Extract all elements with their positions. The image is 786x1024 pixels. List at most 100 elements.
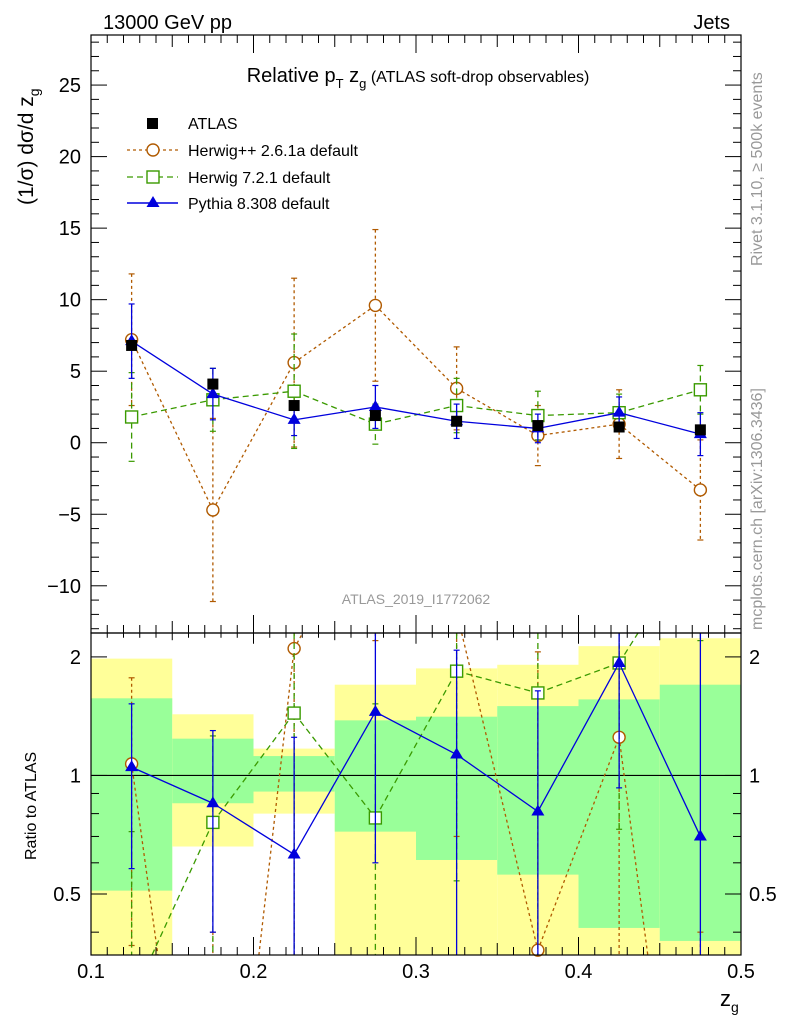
x-tick-label: 0.1 <box>77 961 105 983</box>
ratio-axis-label: Ratio to ATLAS <box>23 752 40 860</box>
series-line <box>131 399 214 418</box>
ratio-point <box>206 796 220 808</box>
data-point <box>693 483 708 497</box>
series-line <box>293 304 376 364</box>
legend-entry-herwig7: Herwig 7.2.1 default <box>127 170 331 187</box>
series-0 <box>126 339 706 436</box>
analysis-id: ATLAS_2019_I1772062 <box>342 591 491 607</box>
x-tick-label: 0.2 <box>240 961 268 983</box>
ratio-point <box>287 847 301 859</box>
data-point <box>368 399 382 411</box>
ratio-tick-label-right: 0.5 <box>749 884 777 906</box>
series-line <box>375 406 457 422</box>
y-tick-label: 25 <box>59 75 81 97</box>
legend: ATLAS Herwig++ 2.6.1a default Herwig 7.2… <box>127 116 358 213</box>
y-axis-label: (1/σ) dσ/d zg <box>15 88 42 205</box>
energy-label: 13000 GeV pp <box>103 12 232 34</box>
ratio-line <box>618 737 649 956</box>
data-point <box>612 405 626 417</box>
data-point <box>287 412 301 424</box>
data-point <box>693 383 708 397</box>
source-label: mcplots.cern.ch [arXiv:1306.3436] <box>749 388 766 630</box>
ratio-tick-label: 0.5 <box>53 884 81 906</box>
series-line <box>374 304 458 389</box>
ratio-point <box>368 704 382 716</box>
ratio-tick-label-right: 1 <box>749 765 760 787</box>
ratio-tick-label-right: 2 <box>749 647 760 669</box>
ratio-line <box>456 670 539 694</box>
chart-title: Relative pT zg (ATLAS soft-drop observab… <box>247 65 590 91</box>
data-point <box>206 387 220 399</box>
ratio-line <box>456 754 539 813</box>
category-label: Jets <box>693 12 730 34</box>
x-tick-label: 0.4 <box>565 961 593 983</box>
ratio-line <box>537 662 620 812</box>
data-point <box>368 298 383 313</box>
svg-text:Pythia 8.308 default: Pythia 8.308 default <box>188 196 330 213</box>
ratio-line <box>293 711 376 855</box>
series-line <box>131 339 214 511</box>
ratio-line <box>374 670 458 819</box>
ratio-line <box>151 822 214 956</box>
series-line <box>456 420 538 430</box>
ratio-point <box>693 829 707 841</box>
data-point <box>207 378 219 390</box>
ratio-line <box>537 662 620 694</box>
svg-text:Herwig++ 2.6.1a default: Herwig++ 2.6.1a default <box>188 143 358 160</box>
rivet-version-label: Rivet 3.1.10, ≥ 500k events <box>749 72 766 266</box>
ratio-tick-label: 2 <box>70 647 81 669</box>
y-tick-label: 15 <box>59 218 81 240</box>
svg-text:ATLAS: ATLAS <box>188 116 238 133</box>
y-tick-label: 5 <box>70 361 81 383</box>
ratio-plot-frame <box>90 632 742 956</box>
ratio-point <box>531 804 545 816</box>
series-line <box>618 412 701 435</box>
data-point <box>694 424 706 436</box>
data-point <box>288 400 300 412</box>
y-tick-label: −5 <box>58 504 81 526</box>
y-tick-label: 10 <box>59 290 81 312</box>
axes-layer: −10 −5 0 5 10 15 20 25 0.1 0.2 0.3 0.4 0.5 0.5 0.5 1 1 2 2 <box>47 35 777 983</box>
data-point <box>613 421 625 433</box>
data-point <box>126 339 138 351</box>
data-point <box>124 410 139 424</box>
legend-entry-pythia: Pythia 8.308 default <box>127 196 330 213</box>
data-point <box>287 384 301 398</box>
y-tick-label: 0 <box>70 433 81 455</box>
ratio-point <box>450 747 464 759</box>
data-point <box>532 420 544 432</box>
data-point <box>206 503 220 517</box>
ratio-tick-label: 1 <box>70 765 81 787</box>
series-line <box>537 412 620 430</box>
series-line <box>456 404 538 417</box>
series-line <box>212 362 295 511</box>
svg-text:Herwig 7.2.1 default: Herwig 7.2.1 default <box>188 170 331 187</box>
legend-entry-herwigpp: Herwig++ 2.6.1a default <box>127 143 358 160</box>
ratio-line <box>131 766 214 804</box>
ratio-line <box>375 711 457 756</box>
x-tick-label: 0.5 <box>727 961 755 983</box>
x-tick-label: 0.3 <box>402 961 430 983</box>
series-line <box>294 406 376 421</box>
ratio-line <box>293 712 376 819</box>
ratio-line <box>130 763 159 956</box>
series-line <box>537 423 620 437</box>
series-line <box>618 389 701 414</box>
ratio-line <box>461 632 539 951</box>
data-point <box>369 410 381 422</box>
series-line <box>375 404 457 425</box>
ratio-line <box>618 662 701 837</box>
ratio-point <box>287 706 301 720</box>
series-layer <box>124 228 708 957</box>
series-line <box>537 412 620 417</box>
ratio-line <box>537 737 620 951</box>
ratio-point <box>612 655 626 667</box>
ratio-line <box>212 712 295 823</box>
ratio-line <box>212 802 295 856</box>
series-line <box>131 340 214 395</box>
series-line <box>293 390 376 425</box>
y-tick-label: −10 <box>47 576 81 598</box>
series-line <box>212 393 295 421</box>
legend-entry-atlas: ATLAS <box>147 116 238 133</box>
